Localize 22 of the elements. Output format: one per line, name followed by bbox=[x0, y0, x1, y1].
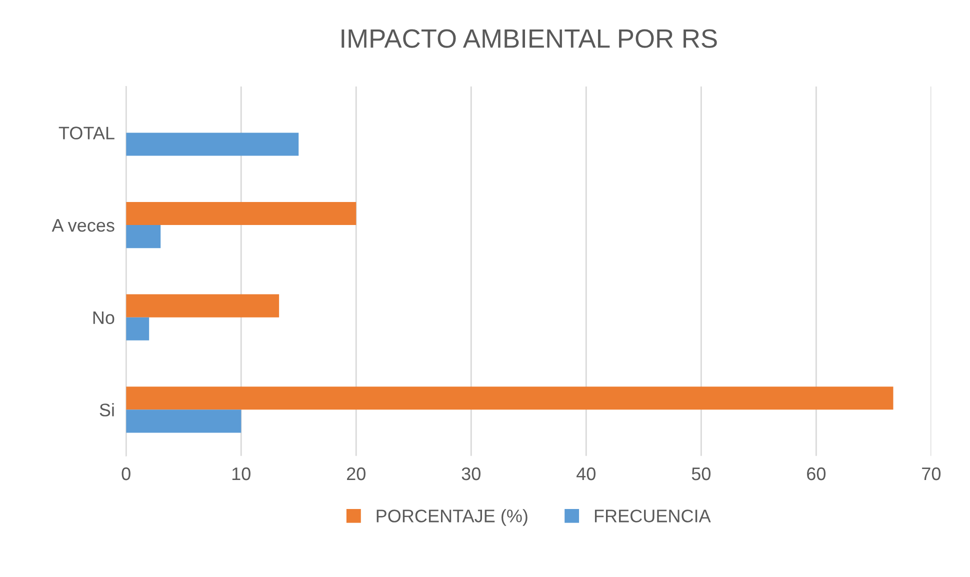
legend-label: FRECUENCIA bbox=[594, 510, 711, 522]
bar bbox=[126, 317, 150, 340]
bar bbox=[126, 410, 242, 433]
legend-label: PORCENTAJE (%) bbox=[376, 509, 528, 526]
y-tick-label: TOTAL bbox=[58, 126, 114, 140]
x-tick-label: 50 bbox=[692, 467, 711, 480]
bar bbox=[126, 132, 299, 156]
y-tick-label: Si bbox=[100, 403, 114, 416]
bar bbox=[126, 202, 356, 226]
bar bbox=[126, 386, 894, 410]
x-tick-label: 40 bbox=[576, 467, 596, 480]
x-tick-label: 0 bbox=[122, 467, 130, 480]
y-tick-label: No bbox=[93, 311, 114, 324]
x-tick-label: 60 bbox=[807, 467, 826, 480]
x-tick-label: 70 bbox=[922, 467, 941, 480]
y-tick-label: A veces bbox=[52, 219, 114, 232]
x-tick-label: 30 bbox=[462, 467, 480, 480]
chart-title: IMPACTO AMBIENTAL POR RS bbox=[342, 29, 717, 48]
x-tick-label: 20 bbox=[346, 467, 366, 480]
bar bbox=[126, 294, 280, 318]
x-tick-label: 10 bbox=[232, 467, 250, 480]
bar bbox=[126, 225, 161, 248]
